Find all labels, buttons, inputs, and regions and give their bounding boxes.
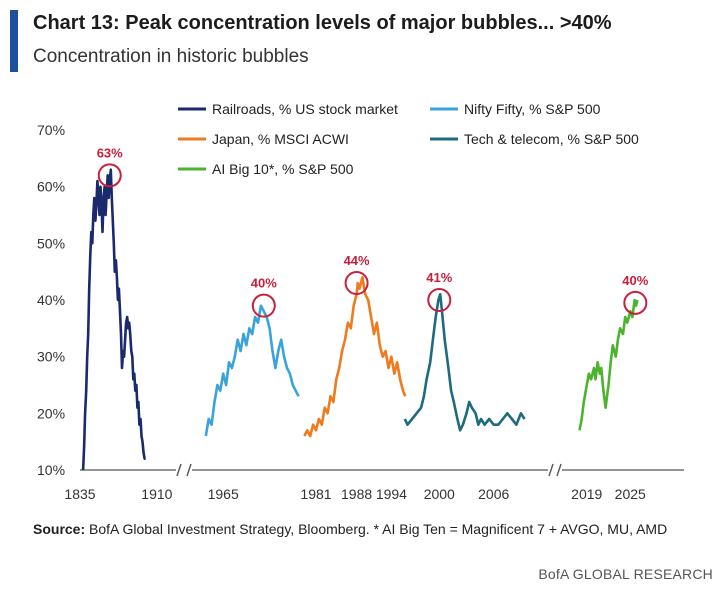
peak-label: 63%: [97, 145, 123, 160]
y-tick-label: 40%: [37, 292, 65, 308]
peak-label: 40%: [622, 273, 648, 288]
series-line: [403, 293, 526, 432]
x-tick-label: 2000: [424, 486, 455, 502]
legend-label: Nifty Fifty, % S&P 500: [464, 101, 601, 117]
source-note: Source: BofA Global Investment Strategy,…: [33, 520, 703, 539]
legend-label: Japan, % MSCI ACWI: [212, 131, 349, 147]
peak-circle: [344, 271, 369, 295]
y-tick-label: 10%: [37, 462, 65, 478]
x-tick-label: 1988: [341, 486, 372, 502]
y-tick-label: 30%: [37, 349, 65, 365]
peak-circle: [97, 163, 122, 188]
legend-label: AI Big 10*, % S&P 500: [212, 161, 354, 177]
x-tick-label: 1994: [376, 486, 407, 502]
chart-subtitle: Concentration in historic bubbles: [33, 46, 309, 67]
peak-circle: [251, 293, 276, 318]
series-line: [578, 298, 639, 431]
peak-circle: [427, 288, 452, 312]
brand-footer: BofA GLOBAL RESEARCH: [538, 566, 713, 582]
y-tick-label: 70%: [37, 122, 65, 138]
axis-break-mark: [548, 463, 554, 477]
chart-title: Chart 13: Peak concentration levels of m…: [33, 12, 612, 34]
y-tick-label: 20%: [37, 405, 65, 421]
title-accent-bar: [10, 10, 18, 72]
source-label: Source:: [33, 521, 86, 537]
x-tick-label: 2019: [571, 486, 602, 502]
y-tick-label: 50%: [37, 235, 65, 251]
peak-circle: [623, 290, 648, 315]
y-tick-label: 60%: [37, 179, 65, 195]
x-tick-label: 1835: [64, 486, 95, 502]
series-line: [303, 276, 407, 438]
peak-label: 44%: [344, 253, 370, 268]
source-text: BofA Global Investment Strategy, Bloombe…: [85, 521, 668, 537]
bubble-concentration-chart: 10% 20% 30% 40% 50% 60% 70% 1835 1910 1965 1981 198…: [37, 101, 684, 502]
x-tick-label: 1910: [141, 486, 172, 502]
x-tick-label: 1965: [208, 486, 239, 502]
peak-label: 40%: [251, 276, 277, 291]
x-tick-label: 2006: [478, 486, 509, 502]
legend-label: Tech & telecom, % S&P 500: [464, 131, 639, 147]
x-tick-label: 2025: [615, 486, 646, 502]
axis-break-mark: [556, 463, 562, 477]
axis-break-mark: [186, 463, 192, 477]
peak-label: 41%: [426, 270, 452, 285]
legend-label: Railroads, % US stock market: [212, 101, 398, 117]
series-line: [204, 304, 300, 437]
x-tick-label: 1981: [300, 486, 331, 502]
axis-break-mark: [176, 463, 182, 477]
series-line: [81, 168, 146, 471]
